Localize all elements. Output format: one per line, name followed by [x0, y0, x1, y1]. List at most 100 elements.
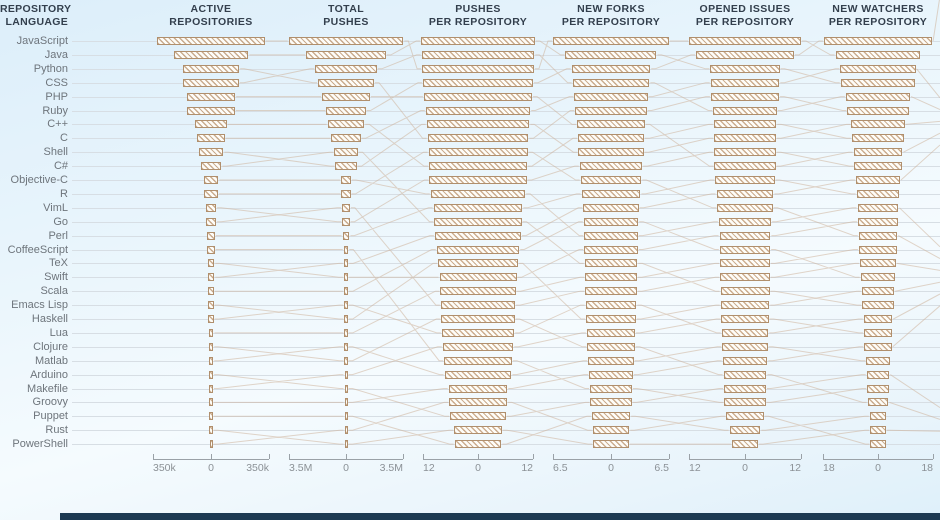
bar[interactable] — [713, 120, 777, 129]
bar[interactable] — [714, 162, 776, 171]
language-label-java[interactable]: Java — [44, 48, 68, 61]
bar[interactable] — [208, 370, 214, 379]
bar[interactable] — [720, 259, 770, 268]
language-label-makefile[interactable]: Makefile — [27, 382, 68, 395]
bar[interactable] — [858, 217, 898, 226]
bar[interactable] — [207, 259, 215, 268]
bar[interactable] — [586, 315, 636, 323]
bar[interactable] — [717, 203, 773, 212]
language-label-r[interactable]: R — [60, 187, 68, 200]
bar[interactable] — [588, 356, 634, 365]
bar[interactable] — [182, 64, 240, 73]
bar[interactable] — [204, 189, 218, 198]
language-label-viml[interactable]: VimL — [43, 201, 68, 214]
bar[interactable] — [572, 78, 650, 87]
bar[interactable] — [578, 148, 644, 157]
language-label-coffeescript[interactable]: CoffeeScript — [7, 243, 68, 256]
bar[interactable] — [585, 273, 637, 282]
language-label-swift[interactable]: Swift — [44, 271, 68, 284]
bar[interactable] — [205, 203, 217, 212]
language-label-haskell[interactable]: Haskell — [31, 313, 68, 325]
bar[interactable] — [840, 78, 916, 87]
bar[interactable] — [593, 440, 629, 449]
bar[interactable] — [438, 259, 518, 268]
bar[interactable] — [575, 106, 647, 115]
bar[interactable] — [454, 440, 502, 449]
bar[interactable] — [580, 176, 642, 184]
bar[interactable] — [344, 356, 348, 365]
bar[interactable] — [322, 92, 370, 101]
bar[interactable] — [862, 301, 894, 310]
bar[interactable] — [689, 37, 801, 45]
bar[interactable] — [858, 245, 898, 254]
bar[interactable] — [860, 273, 896, 282]
bar[interactable] — [857, 203, 899, 212]
bar[interactable] — [428, 162, 528, 171]
bar[interactable] — [430, 189, 526, 198]
language-label-perl[interactable]: Perl — [48, 229, 68, 242]
bar[interactable] — [434, 217, 522, 226]
bar[interactable] — [200, 162, 222, 171]
bar[interactable] — [207, 245, 215, 254]
bar[interactable] — [861, 287, 895, 296]
bar[interactable] — [585, 301, 637, 310]
bar[interactable] — [209, 440, 213, 449]
bar[interactable] — [710, 78, 780, 87]
bar[interactable] — [173, 50, 249, 59]
bar[interactable] — [186, 92, 236, 101]
bar[interactable] — [344, 301, 348, 310]
bar[interactable] — [722, 342, 768, 351]
bar[interactable] — [721, 328, 769, 337]
bar[interactable] — [584, 231, 638, 240]
bar[interactable] — [209, 412, 213, 421]
bar[interactable] — [344, 440, 348, 449]
bar[interactable] — [344, 315, 348, 323]
bar[interactable] — [565, 50, 657, 59]
bar[interactable] — [444, 370, 512, 379]
bar[interactable] — [342, 231, 350, 240]
bar[interactable] — [428, 148, 528, 157]
bar[interactable] — [422, 64, 534, 73]
bar[interactable] — [449, 398, 507, 407]
bar[interactable] — [590, 398, 632, 407]
bar[interactable] — [720, 273, 770, 282]
bar[interactable] — [343, 273, 349, 282]
bar[interactable] — [581, 189, 641, 198]
bar[interactable] — [209, 398, 213, 407]
bar[interactable] — [426, 120, 530, 129]
bar[interactable] — [715, 176, 775, 184]
language-label-c[interactable]: C — [60, 132, 68, 145]
bar[interactable] — [851, 134, 905, 143]
bar[interactable] — [203, 176, 219, 184]
bar[interactable] — [183, 78, 239, 87]
language-label-c-[interactable]: C++ — [47, 118, 68, 131]
bar[interactable] — [209, 384, 213, 393]
bar[interactable] — [423, 78, 533, 87]
bar[interactable] — [571, 64, 651, 73]
bar[interactable] — [306, 50, 386, 59]
bar[interactable] — [427, 134, 529, 143]
language-label-rust[interactable]: Rust — [45, 424, 68, 437]
bar[interactable] — [864, 342, 892, 351]
bar[interactable] — [823, 37, 933, 45]
bar[interactable] — [288, 37, 404, 45]
bar[interactable] — [187, 106, 235, 115]
language-label-clojure[interactable]: Clojure — [33, 340, 68, 353]
language-label-javascript[interactable]: JavaScript — [16, 35, 68, 47]
bar[interactable] — [208, 315, 214, 323]
bar[interactable] — [840, 64, 916, 73]
bar[interactable] — [574, 92, 648, 101]
bar[interactable] — [866, 370, 890, 379]
bar[interactable] — [197, 134, 225, 143]
language-label-php[interactable]: PHP — [45, 90, 68, 103]
bar[interactable] — [845, 92, 911, 101]
bar[interactable] — [439, 273, 517, 282]
language-label-python[interactable]: Python — [33, 62, 68, 75]
bar[interactable] — [444, 356, 512, 365]
bar[interactable] — [722, 356, 768, 365]
bar[interactable] — [208, 356, 214, 365]
bar[interactable] — [867, 398, 889, 407]
bar[interactable] — [710, 64, 780, 73]
bar[interactable] — [851, 120, 905, 129]
bar[interactable] — [327, 120, 365, 129]
